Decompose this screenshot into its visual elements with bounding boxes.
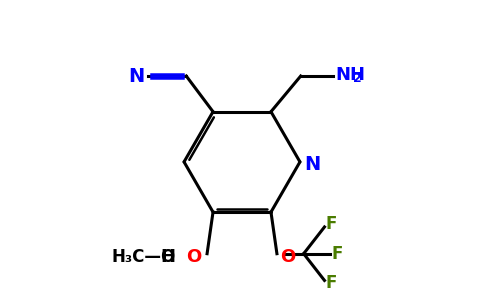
Text: N: N [128, 67, 145, 85]
Text: H₃C—O: H₃C—O [112, 248, 176, 266]
Text: F: F [326, 274, 337, 292]
Text: NH: NH [335, 65, 365, 83]
Text: H: H [161, 248, 176, 266]
Text: N: N [304, 155, 321, 174]
Text: F: F [332, 245, 343, 263]
Text: 2: 2 [353, 72, 362, 85]
Text: F: F [326, 215, 337, 233]
Text: O: O [280, 248, 295, 266]
Text: O: O [186, 248, 201, 266]
